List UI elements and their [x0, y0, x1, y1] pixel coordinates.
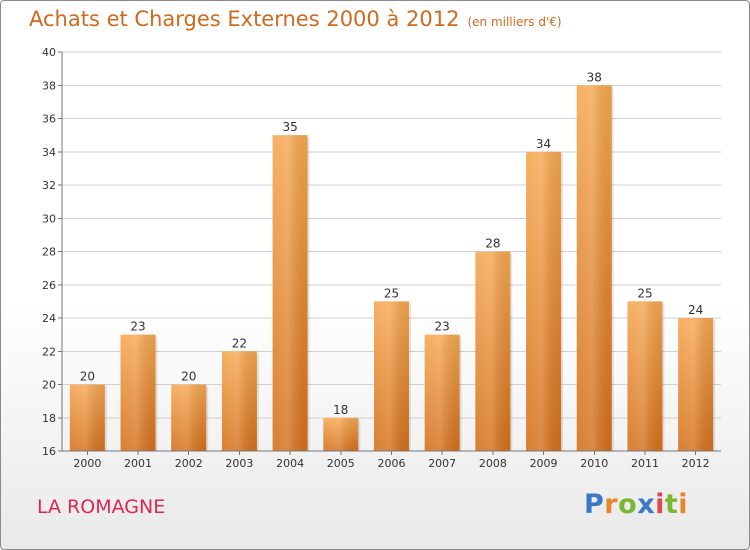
y-tick-label: 38 — [42, 79, 56, 92]
y-tick-label: 34 — [42, 146, 56, 159]
x-tick-label: 2008 — [479, 457, 507, 470]
x-tick-label: 2010 — [580, 457, 608, 470]
y-tick-label: 22 — [42, 345, 56, 358]
value-label: 23 — [435, 320, 450, 334]
value-label: 25 — [637, 286, 652, 300]
logo-letter: t — [664, 489, 679, 520]
x-tick-label: 2003 — [225, 457, 253, 470]
x-tick-label: 2005 — [327, 457, 355, 470]
value-label: 35 — [282, 120, 297, 134]
x-tick-labels: 2000 2001 2002 2003 2004 2005 2006 2007 2008 2009… — [73, 451, 710, 470]
y-tick-label: 26 — [42, 279, 56, 292]
x-tick-label: 2004 — [276, 457, 304, 470]
bar-highlight — [576, 85, 612, 451]
y-tick-label: 36 — [42, 113, 56, 126]
bar-highlight — [475, 251, 511, 451]
bar-highlight — [171, 384, 207, 451]
value-label: 23 — [130, 320, 145, 334]
logo-letter: P — [584, 489, 605, 520]
commune-name: LA ROMAGNE — [37, 496, 166, 518]
y-tick-label: 40 — [42, 46, 56, 59]
value-label: 18 — [333, 403, 348, 417]
y-tick-labels: 16 18 20 22 24 26 28 30 32 34 36 38 40 — [42, 46, 56, 458]
y-tick-label: 18 — [42, 412, 56, 425]
bar-highlight — [678, 318, 714, 451]
bar-highlight — [272, 135, 308, 451]
x-tick-label: 2011 — [631, 457, 659, 470]
bar-highlight — [221, 351, 257, 451]
logo-letter: o — [618, 489, 638, 520]
y-tick-label: 24 — [42, 312, 56, 325]
logo-letter: x — [637, 489, 656, 520]
bar-highlight — [69, 384, 105, 451]
x-tick-label: 2009 — [530, 457, 558, 470]
logo-letter: i — [678, 489, 689, 520]
value-label: 28 — [485, 237, 500, 251]
bars — [69, 85, 716, 451]
bar-highlight — [323, 417, 359, 451]
value-label: 22 — [232, 336, 247, 350]
x-tick-label: 2007 — [428, 457, 456, 470]
value-label: 24 — [688, 303, 703, 317]
value-label: 38 — [587, 70, 602, 84]
y-tick-label: 20 — [42, 379, 56, 392]
value-label: 34 — [536, 137, 551, 151]
bar-highlight — [120, 334, 156, 451]
x-tick-label: 2000 — [73, 457, 101, 470]
value-label: 20 — [80, 370, 95, 384]
chart-title-main: Achats et Charges Externes 2000 à 2012 — [29, 7, 460, 31]
value-label: 20 — [181, 370, 196, 384]
x-tick-label: 2001 — [124, 457, 152, 470]
x-tick-label: 2012 — [682, 457, 710, 470]
y-tick-label: 28 — [42, 246, 56, 259]
x-tick-label: 2006 — [378, 457, 406, 470]
y-tick-label: 32 — [42, 179, 56, 192]
proxiti-logo: Proxiti — [584, 489, 688, 520]
logo-letter: r — [604, 489, 619, 520]
chart-title: Achats et Charges Externes 2000 à 2012 (e… — [29, 7, 562, 31]
bar-highlight — [526, 151, 562, 451]
value-label: 25 — [384, 286, 399, 300]
logo-letter: i — [655, 489, 665, 520]
y-tick-label: 16 — [42, 445, 56, 458]
bar-highlight — [374, 301, 409, 451]
chart-title-unit: (en milliers d'€) — [467, 15, 562, 29]
x-tick-label: 2002 — [175, 457, 203, 470]
bar-highlight — [424, 334, 460, 451]
y-tick-label: 30 — [42, 212, 56, 225]
value-labels: 20 23 20 22 35 18 25 23 28 34 38 25 24 — [80, 70, 704, 417]
bar-highlight — [627, 301, 663, 451]
